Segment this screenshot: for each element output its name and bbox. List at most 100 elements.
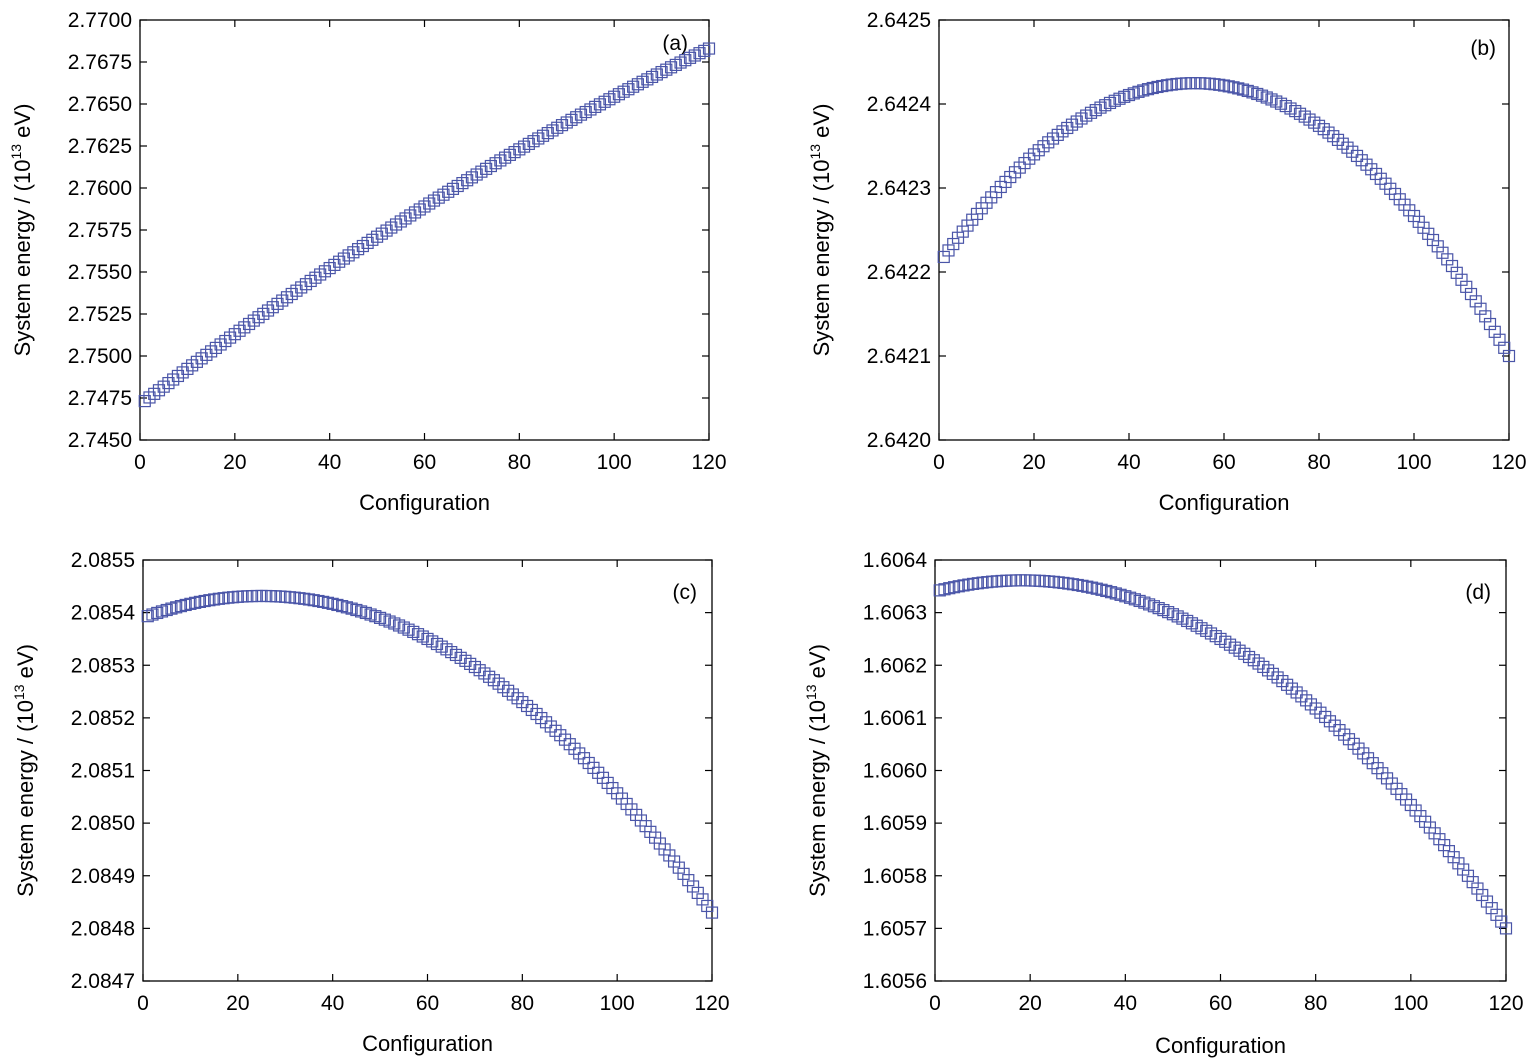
y-axis-title-tail: eV) [13, 644, 38, 684]
data-point [1357, 747, 1370, 760]
data-point [1322, 126, 1335, 139]
data-point [1323, 715, 1337, 728]
x-tick-label: 40 [1117, 451, 1140, 474]
y-axis-title: System energy / (1013 eV) [8, 104, 35, 357]
data-point [1490, 908, 1503, 921]
x-tick-label: 60 [413, 451, 436, 474]
data-point [1304, 698, 1318, 711]
data-point [999, 175, 1012, 189]
data-point [347, 246, 360, 259]
data-point [1023, 152, 1036, 165]
data-point [1090, 582, 1103, 595]
y-tick-label: 1.6061 [863, 707, 927, 730]
data-point [369, 610, 382, 623]
data-point [492, 677, 505, 690]
data-point [1152, 602, 1165, 615]
data-point [525, 703, 538, 717]
data-point [314, 268, 327, 281]
data-point [356, 239, 369, 253]
data-point [1476, 888, 1489, 902]
data-point [650, 68, 663, 81]
data-point [683, 51, 697, 64]
data-point [146, 608, 159, 621]
data-point [544, 720, 557, 733]
chart-svg-a: 0 20 40 60 80 100 120 2.7450 2.7475 2.7500 2.7525 2… [8, 9, 727, 515]
data-point [1480, 895, 1494, 908]
data-point [1108, 94, 1121, 107]
y-axis-title-tail: eV) [10, 104, 35, 144]
data-point [1103, 96, 1117, 110]
x-tick-label: 120 [1488, 992, 1523, 1015]
x-tick-label: 120 [691, 451, 726, 474]
y-axis-title-sup: 13 [11, 684, 27, 700]
data-point [563, 738, 576, 751]
data-point [1061, 121, 1074, 135]
data-point [228, 328, 241, 341]
data-point [691, 886, 704, 900]
x-axis-title: Configuration [362, 1031, 493, 1056]
plot-frame [142, 559, 713, 982]
y-tick-label: 1.6060 [863, 760, 927, 783]
data-point [186, 359, 199, 372]
data-point [352, 243, 365, 256]
data-point [1156, 79, 1169, 93]
data-point [195, 352, 208, 365]
data-point [520, 699, 534, 713]
data-point [312, 594, 325, 608]
data-point [1176, 612, 1189, 625]
data-point [198, 594, 211, 608]
data-point [1498, 341, 1511, 354]
y-axis-title-main: System energy / (10 [805, 700, 830, 897]
y-tick-label: 2.7575 [68, 219, 132, 242]
data-point [261, 304, 275, 317]
y-tick-label: 2.7500 [68, 345, 132, 368]
data-point [370, 230, 384, 243]
data-point [155, 605, 169, 618]
data-point [1241, 84, 1254, 98]
data-point [655, 65, 668, 79]
data-point [573, 747, 586, 760]
data-point [1474, 302, 1487, 315]
data-point [233, 324, 246, 337]
data-point [1138, 596, 1151, 609]
data-point [1464, 287, 1478, 301]
x-tick-label: 20 [223, 451, 246, 474]
y-tick-label: 1.6056 [863, 970, 927, 993]
data-point [304, 274, 317, 288]
data-point [1222, 80, 1235, 93]
y-axis-title-sup: 13 [807, 144, 823, 160]
data-point [345, 602, 358, 615]
data-point [464, 657, 477, 670]
data-point [143, 391, 156, 404]
data-point [1347, 737, 1360, 750]
y-tick-label: 1.6059 [863, 812, 927, 835]
chart-svg-d: 0 20 40 60 80 100 120 1.6056 1.6057 1.6058 1.6059 1… [803, 549, 1524, 1058]
data-point [1303, 113, 1316, 126]
panel-label: (a) [662, 32, 688, 55]
data-point [1426, 233, 1440, 247]
data-point [1485, 902, 1498, 915]
data-point [151, 606, 164, 620]
data-point [938, 583, 951, 596]
y-tick-label: 2.7625 [68, 135, 132, 158]
data-point [184, 597, 197, 610]
data-point [1143, 598, 1156, 611]
data-point [693, 47, 706, 60]
data-point [1460, 280, 1473, 293]
data-point [1232, 82, 1245, 95]
data-point [1171, 610, 1184, 623]
data-point [298, 592, 311, 605]
data-point [1479, 310, 1492, 323]
x-axis-title: Configuration [1159, 490, 1290, 515]
data-point [1338, 728, 1351, 741]
data-point [1123, 591, 1137, 604]
data-point [340, 601, 353, 614]
data-point [397, 621, 410, 634]
data-point [549, 724, 562, 737]
data-point [1266, 667, 1279, 680]
data-point [1233, 644, 1246, 657]
data-point [1141, 83, 1155, 96]
y-tick-label: 2.7600 [68, 177, 132, 200]
data-point [138, 394, 151, 408]
x-tick-label: 0 [134, 451, 146, 474]
